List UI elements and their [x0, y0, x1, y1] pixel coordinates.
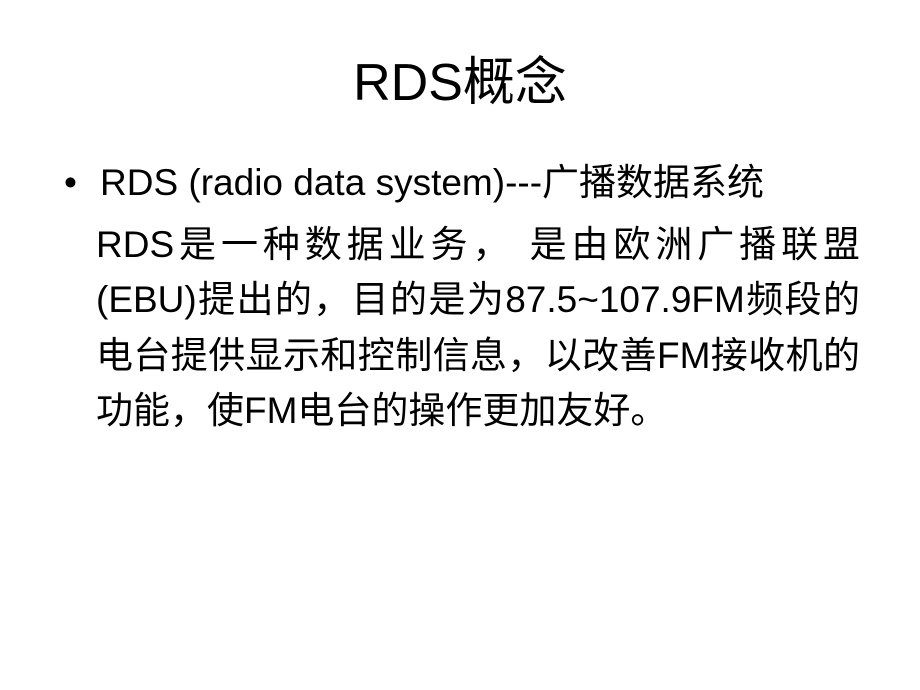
- slide-body: • RDS (radio data system)---广播数据系统 RDS是一…: [60, 155, 860, 439]
- slide-title: RDS概念: [60, 40, 860, 115]
- paragraph-text: RDS是一种数据业务， 是由欧洲广播联盟(EBU)提出的，目的是为87.5~10…: [96, 217, 860, 439]
- slide: RDS概念 • RDS (radio data system)---广播数据系统…: [0, 0, 920, 690]
- bullet-item: • RDS (radio data system)---广播数据系统: [60, 155, 860, 211]
- bullet-marker: •: [60, 155, 100, 211]
- bullet-line-1: RDS (radio data system)---广播数据系统: [100, 155, 860, 211]
